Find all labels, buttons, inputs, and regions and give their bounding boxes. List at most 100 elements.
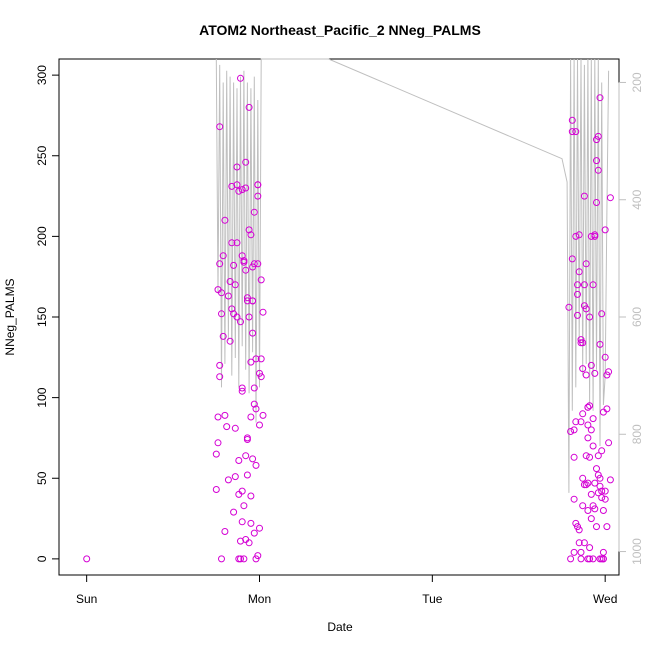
data-point [249, 455, 257, 463]
data-point [574, 311, 581, 319]
data-point [245, 103, 253, 111]
data-point [589, 281, 597, 289]
data-point [570, 426, 578, 434]
data-point [580, 192, 588, 200]
data-point [230, 508, 238, 516]
data-point [582, 371, 590, 379]
data-point [216, 260, 224, 268]
y-tick-label: 300 [35, 65, 49, 85]
data-point [250, 208, 258, 216]
data-point [591, 505, 599, 513]
y-tick-label: 100 [35, 387, 49, 407]
data-point [226, 337, 234, 345]
data-point [594, 166, 602, 174]
data-point [582, 452, 590, 460]
nneg-palms-series [83, 74, 614, 563]
data-point [243, 294, 251, 302]
data-point [599, 555, 607, 563]
data-point [596, 94, 604, 102]
data-point [214, 413, 222, 421]
data-point [596, 555, 604, 563]
data-point [577, 555, 585, 563]
data-point [577, 548, 585, 556]
data-point [574, 281, 581, 289]
data-point [247, 492, 255, 500]
data-point [235, 457, 243, 464]
data-point [601, 487, 609, 495]
data-point [605, 439, 613, 447]
data-point [596, 474, 604, 482]
depth-line [215, 58, 610, 493]
data-point [575, 539, 583, 547]
depth-series [215, 58, 610, 493]
data-point [587, 490, 595, 498]
data-point [224, 476, 232, 484]
data-point [572, 418, 580, 426]
data-point [586, 453, 594, 461]
x-axis: Sun Mon Tue Wed [76, 574, 617, 606]
data-point [237, 318, 244, 326]
data-point [247, 358, 255, 366]
data-point [221, 411, 229, 419]
data-point [228, 239, 236, 247]
data-point [584, 403, 592, 411]
data-point [243, 471, 251, 479]
x-tick-label: Wed [593, 592, 617, 606]
data-point [240, 257, 248, 265]
data-point [256, 421, 263, 429]
data-point [247, 231, 255, 239]
data-point [245, 539, 253, 547]
data-point [589, 415, 597, 423]
data-point [606, 476, 614, 484]
data-point [250, 260, 258, 268]
y2-tick-label: 800 [630, 424, 644, 444]
data-point [567, 428, 575, 435]
data-point [214, 439, 222, 447]
data-point [235, 490, 243, 498]
data-point [237, 555, 244, 563]
data-point [245, 226, 253, 234]
data-point [83, 555, 91, 563]
data-point [233, 239, 241, 247]
data-point [231, 424, 239, 432]
data-point [216, 373, 224, 381]
data-point [250, 529, 258, 537]
data-point [596, 340, 604, 348]
data-point [580, 281, 588, 289]
data-point [582, 305, 590, 313]
data-point [594, 489, 602, 497]
data-point [231, 473, 239, 481]
data-point [252, 555, 260, 563]
data-point [252, 405, 260, 413]
data-point [212, 450, 220, 458]
data-point [593, 157, 600, 165]
data-point [587, 361, 595, 369]
data-point [218, 555, 225, 563]
data-point [254, 260, 262, 268]
data-point [591, 232, 599, 240]
data-point [584, 434, 592, 442]
data-point [601, 495, 609, 503]
data-point [568, 255, 576, 263]
data-point [589, 442, 597, 450]
data-point [223, 423, 231, 431]
y2-tick-label: 400 [630, 189, 644, 209]
data-point [243, 434, 251, 442]
data-point [230, 261, 238, 269]
data-point [572, 232, 580, 240]
data-point [587, 426, 595, 434]
y-axis: 0 50 100 150 200 250 300 [35, 65, 60, 562]
data-point [587, 232, 595, 240]
data-point [238, 487, 246, 495]
data-point [568, 116, 576, 124]
data-point [601, 226, 609, 234]
data-point [603, 523, 611, 531]
data-point [603, 405, 611, 413]
data-point [591, 369, 599, 377]
data-point [574, 523, 581, 531]
data-point [216, 361, 224, 369]
y-tick-label: 50 [35, 471, 49, 485]
data-point [218, 310, 225, 318]
data-point [575, 268, 583, 276]
data-point [257, 276, 265, 284]
